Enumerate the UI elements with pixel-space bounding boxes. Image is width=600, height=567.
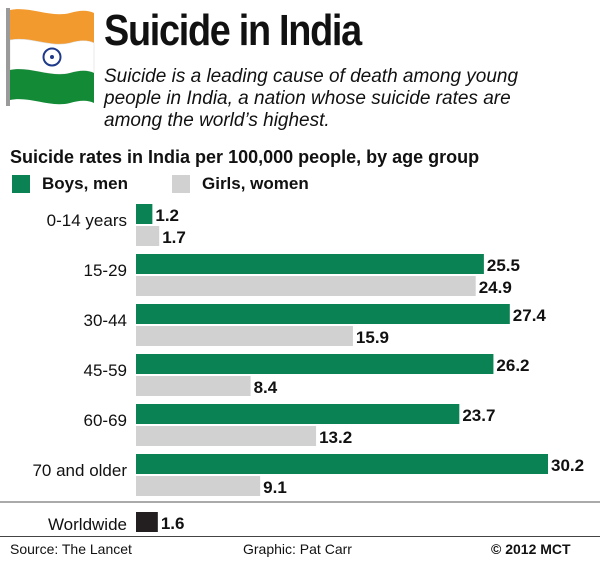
chart-title: Suicide rates in India per 100,000 peopl… [10, 147, 480, 167]
footer-graphic: Graphic: Pat Carr [243, 541, 352, 557]
value-label-male: 27.4 [513, 306, 547, 325]
value-label-male: 1.2 [155, 206, 179, 225]
page-title: Suicide in India [104, 6, 362, 55]
bar-female [136, 376, 251, 396]
bar-worldwide [136, 512, 158, 532]
bar-female [136, 276, 476, 296]
value-label-male: 30.2 [551, 456, 584, 475]
footer-source: Source: The Lancet [10, 541, 132, 557]
footer-copyright: © 2012 MCT [491, 541, 571, 557]
category-label: 30-44 [84, 311, 127, 330]
category-label: 0-14 years [47, 211, 127, 230]
bar-male [136, 454, 548, 474]
bar-female [136, 326, 353, 346]
flag-saffron-stripe [10, 9, 94, 45]
divider-bottom [0, 536, 600, 537]
value-label-male: 23.7 [462, 406, 495, 425]
value-label-female: 15.9 [356, 328, 389, 347]
category-label: 70 and older [32, 461, 127, 480]
worldwide-label: Worldwide [48, 515, 127, 534]
category-label: 60-69 [84, 411, 127, 430]
value-label-female: 1.7 [162, 228, 186, 247]
value-label-female: 8.4 [254, 378, 278, 397]
legend-swatch-female [172, 175, 190, 193]
chakra-hub [50, 55, 54, 59]
value-label-male: 26.2 [496, 356, 529, 375]
value-label-female: 24.9 [479, 278, 512, 297]
legend-label-male: Boys, men [42, 174, 128, 193]
bar-male [136, 304, 510, 324]
bar-female [136, 476, 261, 496]
value-label-female: 9.1 [263, 478, 287, 497]
bar-male [136, 354, 494, 374]
bar-female [136, 226, 160, 246]
bar-male [136, 404, 460, 424]
page-subtitle: Suicide is a leading cause of death amon… [104, 66, 519, 131]
legend-swatch-male [12, 175, 30, 193]
value-label-worldwide: 1.6 [161, 514, 185, 533]
bar-male [136, 204, 153, 224]
bar-female [136, 426, 317, 446]
flag-pole [6, 8, 10, 106]
category-label: 15-29 [84, 261, 127, 280]
value-label-female: 13.2 [319, 428, 352, 447]
flag-green-stripe [10, 69, 94, 105]
value-label-male: 25.5 [487, 256, 520, 275]
category-label: 45-59 [84, 361, 127, 380]
ashoka-chakra-icon [42, 47, 62, 67]
india-flag-icon [6, 8, 95, 106]
bar-chart: 0-14 years 1.2 1.7 15-29 25.5 24.9 30-44 27.4 15… [0, 204, 600, 534]
bar-male [136, 254, 484, 274]
flag-stripes [9, 9, 95, 105]
legend-label-female: Girls, women [202, 174, 309, 193]
